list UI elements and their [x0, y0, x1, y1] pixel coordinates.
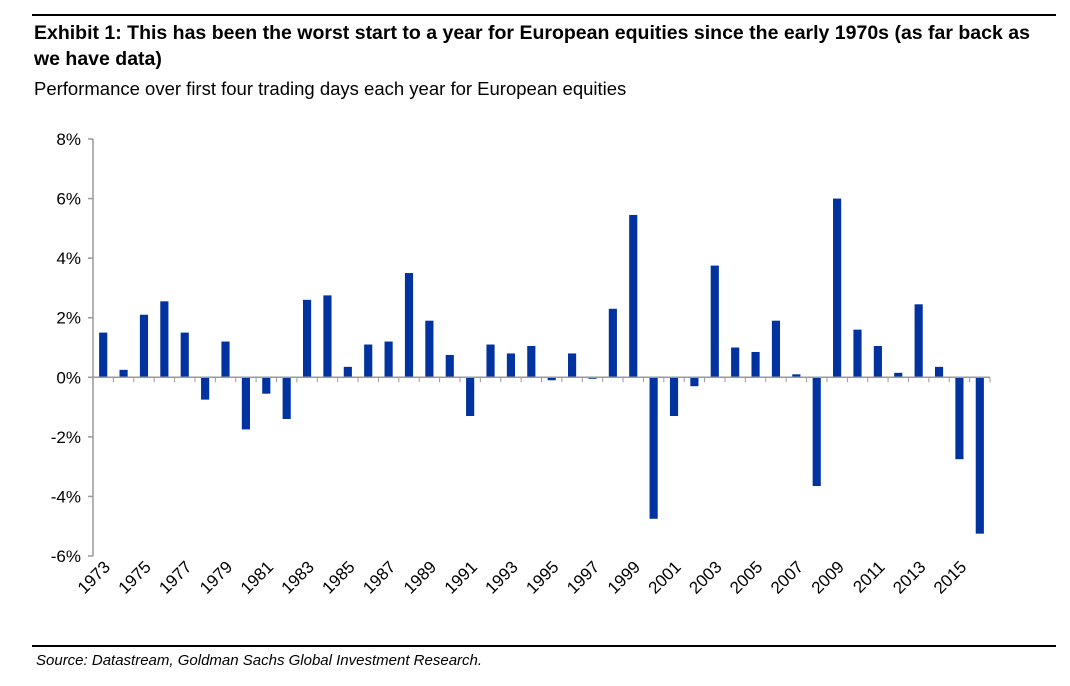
- bar-1996: [568, 353, 577, 378]
- bar-2011: [873, 346, 882, 378]
- x-tick-label: 1975: [115, 557, 155, 597]
- y-tick-label: 6%: [56, 190, 81, 209]
- bars: [99, 198, 984, 534]
- x-tick-label: 2003: [685, 557, 725, 597]
- bar-2007: [792, 374, 801, 378]
- y-tick-label: 8%: [56, 130, 81, 149]
- bar-2013: [914, 304, 923, 378]
- x-tick-label: 2013: [889, 557, 929, 597]
- bar-2008: [812, 377, 821, 487]
- x-tick-label: 1983: [278, 557, 318, 597]
- bar-2000: [649, 377, 658, 519]
- x-tick-label: 2015: [930, 557, 970, 597]
- bar-1991: [466, 377, 475, 417]
- bar-2010: [853, 329, 862, 378]
- x-tick-label: 1977: [155, 557, 195, 597]
- bar-1981: [262, 377, 271, 394]
- bar-1998: [608, 308, 617, 378]
- bar-1989: [425, 320, 434, 378]
- bar-2012: [894, 372, 903, 378]
- bar-2004: [731, 347, 740, 378]
- bar-1978: [201, 377, 210, 400]
- bar-2016: [975, 377, 984, 534]
- bar-1985: [343, 366, 352, 378]
- x-tick-label: 1995: [522, 557, 562, 597]
- bar-1986: [364, 344, 373, 378]
- x-tick-label: 1979: [196, 557, 236, 597]
- y-tick-label: -2%: [51, 428, 81, 447]
- x-tick-label: 1991: [441, 557, 481, 597]
- x-tick-label: 1997: [563, 557, 603, 597]
- bar-1975: [139, 314, 149, 378]
- x-tick-label: 1985: [318, 557, 358, 597]
- x-tick-label: 2011: [849, 557, 888, 596]
- bar-2002: [690, 377, 699, 387]
- bar-1983: [302, 299, 312, 378]
- bar-1976: [160, 301, 169, 378]
- bar-1979: [221, 341, 230, 378]
- x-tick-label: 1999: [604, 557, 644, 597]
- bar-1980: [241, 377, 250, 430]
- bar-2015: [955, 377, 964, 460]
- exhibit-subtitle: Performance over first four trading days…: [34, 78, 627, 99]
- x-tick-label: 1989: [400, 557, 440, 597]
- bar-1977: [180, 332, 189, 378]
- bar-2005: [751, 351, 760, 378]
- x-axis: 1973 1975 1977 1979 1981 1983 1985 1987 1989 1991…: [74, 376, 991, 598]
- exhibit-title: Exhibit 1: This has been the worst start…: [34, 22, 1030, 70]
- x-tick-label: 2009: [808, 557, 848, 597]
- bar-1987: [384, 341, 393, 378]
- bar-1995: [547, 377, 556, 381]
- bar-1974: [119, 369, 128, 378]
- bottom-rule: [32, 645, 1056, 647]
- bar-2001: [669, 377, 679, 417]
- bar-1992: [486, 344, 495, 378]
- bar-2003: [710, 265, 719, 378]
- y-tick-label: -6%: [51, 547, 81, 566]
- bar-2014: [934, 366, 944, 378]
- bar-2009: [833, 198, 842, 378]
- y-tick-label: -4%: [51, 487, 81, 506]
- x-tick-label: 1981: [237, 557, 277, 597]
- bar-2006: [771, 320, 781, 378]
- x-tick-label: 2001: [645, 557, 685, 597]
- y-tick-label: 0%: [56, 368, 81, 387]
- bar-1990: [445, 354, 454, 378]
- bar-1982: [282, 377, 291, 419]
- x-tick-label: 1987: [359, 557, 399, 597]
- bar-1973: [99, 332, 108, 378]
- source-note: Source: Datastream, Goldman Sachs Global…: [36, 652, 483, 669]
- bar-1993: [506, 353, 515, 378]
- x-tick-label: 1993: [482, 557, 522, 597]
- bar-chart: -6% -4% -2% 0% 2% 4% 6% 8% 1973 1975 1977 1979 1981…: [51, 130, 991, 598]
- x-tick-label: 2007: [767, 557, 807, 597]
- bar-1988: [404, 273, 414, 378]
- y-tick-label: 2%: [56, 309, 81, 328]
- x-tick-label: 2005: [726, 557, 766, 597]
- top-rule: [32, 14, 1056, 16]
- bar-1984: [323, 295, 332, 378]
- bar-1994: [527, 346, 536, 378]
- bar-1999: [629, 214, 638, 378]
- y-tick-label: 4%: [56, 249, 81, 268]
- y-axis: -6% -4% -2% 0% 2% 4% 6% 8%: [51, 130, 94, 566]
